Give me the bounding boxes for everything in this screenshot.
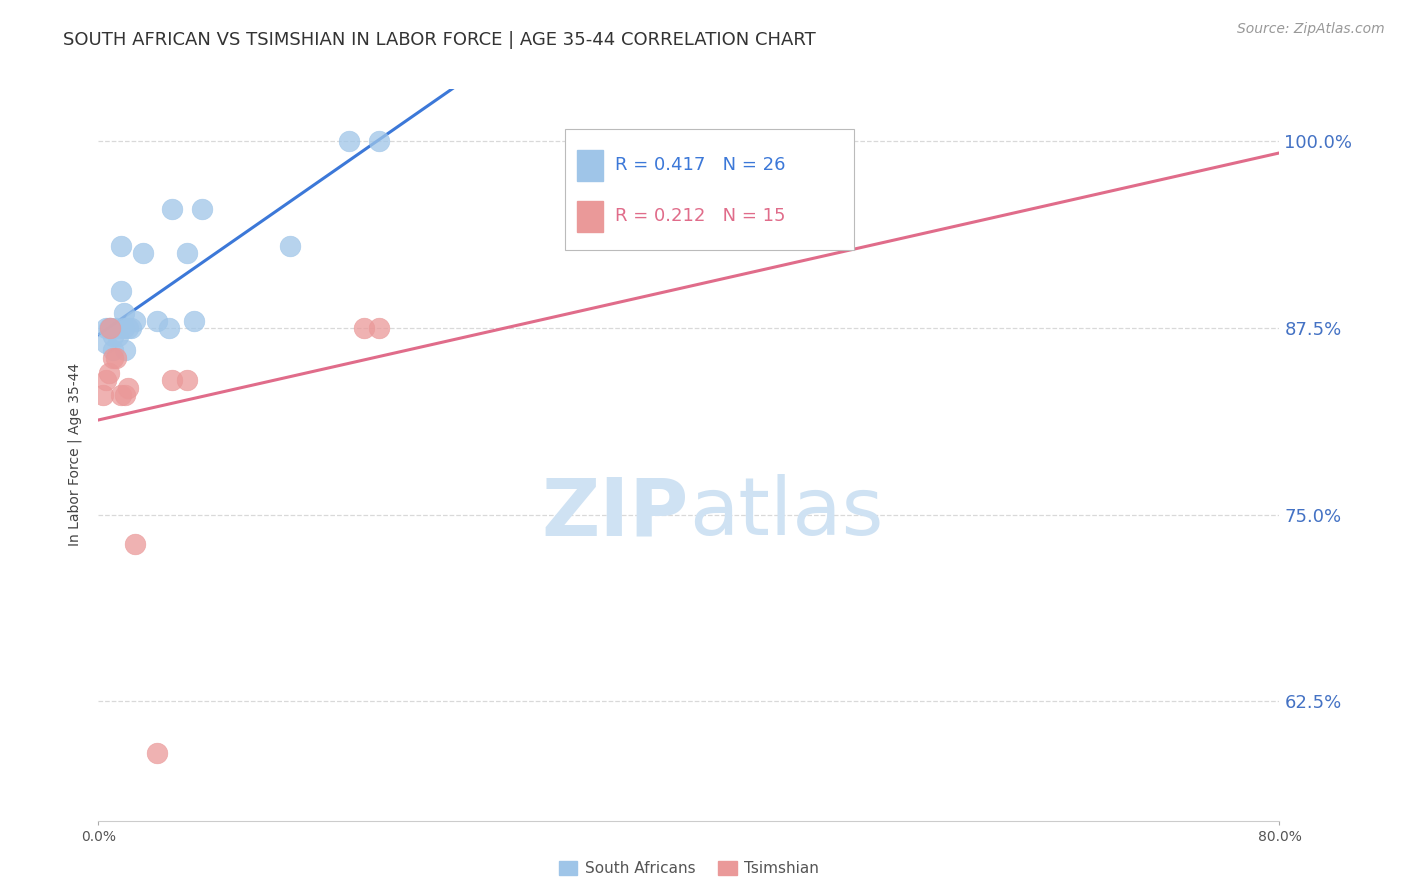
- Bar: [576, 150, 603, 180]
- Legend: South Africans, Tsimshian: South Africans, Tsimshian: [553, 855, 825, 882]
- Text: R = 0.212   N = 15: R = 0.212 N = 15: [614, 207, 785, 225]
- Point: [146, 313, 169, 327]
- Point: [103, 328, 125, 343]
- Point: [103, 343, 125, 358]
- Point: [124, 313, 146, 327]
- Point: [97, 321, 120, 335]
- Point: [124, 537, 146, 551]
- Point: [91, 388, 114, 402]
- FancyBboxPatch shape: [565, 129, 855, 250]
- Point: [157, 321, 180, 335]
- Text: SOUTH AFRICAN VS TSIMSHIAN IN LABOR FORCE | AGE 35-44 CORRELATION CHART: SOUTH AFRICAN VS TSIMSHIAN IN LABOR FORC…: [63, 31, 815, 49]
- Point: [112, 306, 135, 320]
- Point: [117, 381, 139, 395]
- Point: [110, 239, 132, 253]
- Point: [107, 328, 129, 343]
- Point: [176, 246, 198, 260]
- Text: atlas: atlas: [689, 475, 883, 552]
- Point: [98, 321, 121, 335]
- Point: [110, 284, 132, 298]
- Point: [176, 373, 198, 387]
- Point: [94, 335, 117, 350]
- Point: [103, 351, 125, 365]
- Bar: [576, 201, 603, 232]
- Point: [120, 321, 142, 335]
- Point: [191, 202, 214, 216]
- Text: Source: ZipAtlas.com: Source: ZipAtlas.com: [1237, 22, 1385, 37]
- Y-axis label: In Labor Force | Age 35-44: In Labor Force | Age 35-44: [67, 363, 83, 547]
- Text: ZIP: ZIP: [541, 475, 689, 552]
- Point: [94, 321, 117, 335]
- Point: [368, 321, 391, 335]
- Point: [117, 321, 139, 335]
- Point: [97, 366, 120, 380]
- Text: R = 0.417   N = 26: R = 0.417 N = 26: [614, 155, 785, 174]
- Point: [183, 313, 205, 327]
- Point: [132, 246, 155, 260]
- Point: [112, 321, 135, 335]
- Point: [162, 373, 183, 387]
- Point: [146, 747, 169, 761]
- Point: [162, 202, 183, 216]
- Point: [114, 343, 136, 358]
- Point: [353, 321, 375, 335]
- Point: [280, 239, 302, 253]
- Point: [105, 321, 128, 335]
- Point: [339, 135, 361, 149]
- Point: [368, 135, 391, 149]
- Point: [114, 388, 136, 402]
- Point: [98, 321, 121, 335]
- Point: [105, 351, 128, 365]
- Point: [94, 373, 117, 387]
- Point: [110, 388, 132, 402]
